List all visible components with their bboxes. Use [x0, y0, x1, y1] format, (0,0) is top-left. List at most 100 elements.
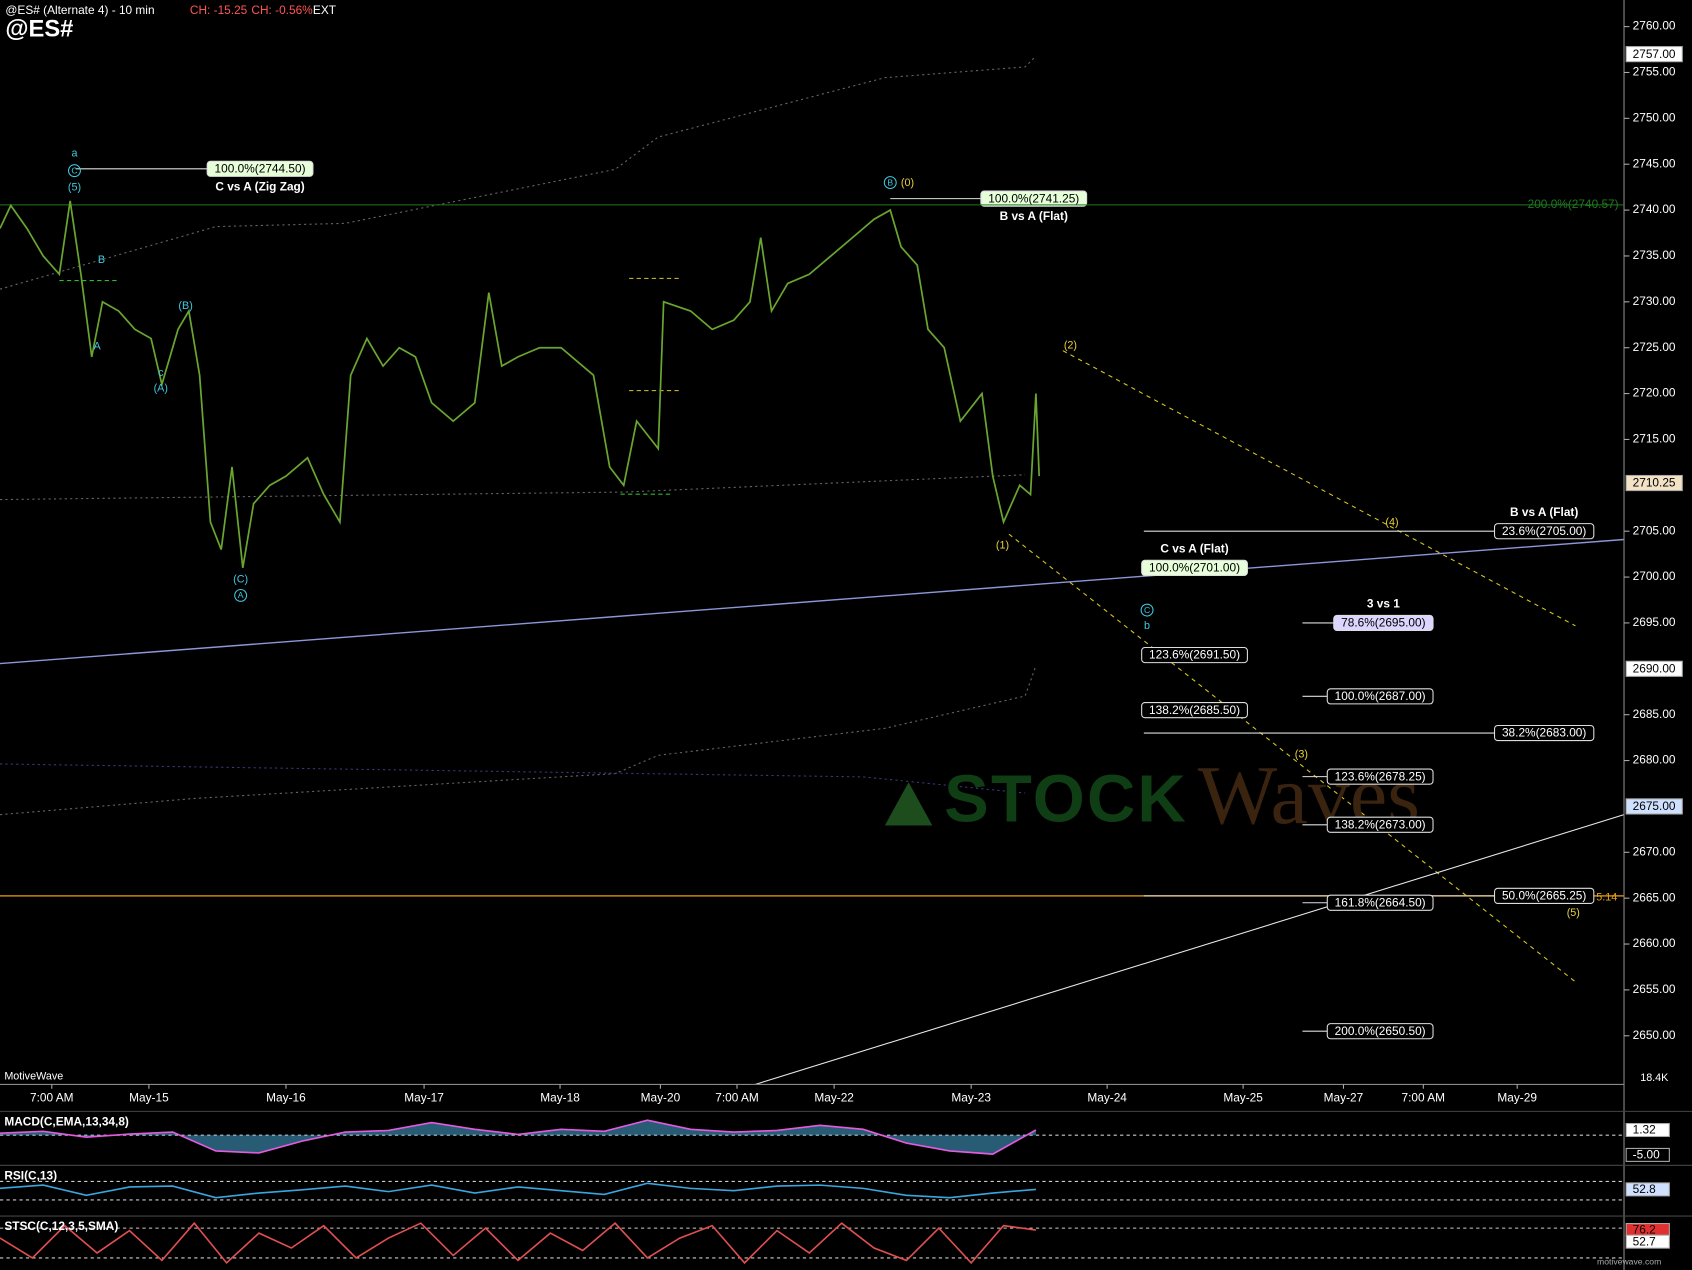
fib-box	[1326, 768, 1434, 785]
y-tick-label: 2720.00	[1633, 386, 1676, 400]
y-tick-label: 2760.00	[1633, 19, 1676, 33]
y-tick-label: 2655.00	[1633, 982, 1676, 996]
panel-label: RSI(C,13)	[4, 1168, 57, 1182]
y-tick-label: 2745.00	[1633, 156, 1676, 170]
y-tick-label: 2695.00	[1633, 615, 1676, 629]
x-tick-label: May-16	[266, 1091, 306, 1105]
fib-label: 138.2%(2685.50)	[1149, 703, 1240, 717]
price-marker-label: 2757.00	[1633, 47, 1676, 61]
fib-box	[1493, 724, 1595, 742]
x-tick-label: 7:00 AM	[715, 1091, 759, 1105]
wave-label: (A)	[154, 382, 168, 394]
panel-label: STSC(C,12,3,5,SMA)	[4, 1219, 118, 1233]
fib-label: 50.0%(2665.25)	[1502, 889, 1586, 903]
panel-line	[0, 1221, 1037, 1265]
fib-label: 38.2%(2683.00)	[1502, 726, 1586, 740]
fib-caption: B vs A (Flat)	[1510, 505, 1578, 519]
wave-label: 5.14	[1596, 892, 1617, 904]
x-tick-label: May-20	[641, 1091, 681, 1105]
fib-box	[980, 190, 1088, 207]
wave-circle	[1140, 603, 1154, 617]
fib-box	[1326, 816, 1434, 833]
price-marker	[1625, 46, 1683, 63]
y-tick-label: 2685.00	[1633, 707, 1676, 721]
wave-label: (1)	[996, 539, 1009, 551]
wave-label: (2)	[1064, 339, 1077, 351]
fib-label: 78.6%(2695.00)	[1341, 616, 1425, 630]
x-tick-label: May-24	[1087, 1091, 1127, 1105]
panel-marker	[1625, 1122, 1670, 1138]
fib-box	[1141, 559, 1248, 576]
panel-marker-label: 1.32	[1633, 1123, 1656, 1137]
trend-line	[755, 814, 1625, 1085]
fib-label: 100.0%(2701.00)	[1149, 561, 1240, 575]
fib-caption: B vs A (Flat)	[1000, 209, 1068, 223]
y-tick-label: 2740.00	[1633, 202, 1676, 216]
y-tick-label: 2750.00	[1633, 110, 1676, 124]
x-tick-label: May-27	[1324, 1091, 1364, 1105]
wave-label: (5)	[1567, 907, 1580, 919]
wave-label: (3)	[1295, 749, 1308, 761]
fib-label: 123.6%(2678.25)	[1335, 769, 1426, 783]
fib-box	[1326, 1023, 1434, 1040]
y-tick-label: 2680.00	[1633, 753, 1676, 767]
fib-label: 100.0%(2744.50)	[215, 161, 306, 175]
change-pct: CH: -0.56%	[251, 3, 313, 17]
y-tick-label: 2715.00	[1633, 432, 1676, 446]
fib-label: 200.0%(2740.57)	[1528, 197, 1619, 211]
fib-label: 100.0%(2687.00)	[1335, 689, 1426, 703]
x-tick-label: 7:00 AM	[1402, 1091, 1446, 1105]
panel-label: MACD(C,EMA,13,34,8)	[4, 1114, 129, 1128]
channel-line	[0, 763, 1026, 794]
x-tick-label: May-15	[129, 1091, 169, 1105]
wave-label: B	[887, 177, 893, 187]
fib-box	[1333, 614, 1434, 632]
fib-label: 123.6%(2691.50)	[1149, 648, 1240, 662]
x-tick-label: May-29	[1497, 1091, 1537, 1105]
wave-label: (C)	[233, 573, 248, 585]
y-tick-label: 2660.00	[1633, 936, 1676, 950]
price-marker	[1625, 474, 1683, 492]
fib-box	[1326, 688, 1434, 705]
panel-marker-label: -5.00	[1633, 1148, 1660, 1162]
wave-label: (5)	[68, 182, 81, 194]
fib-label: 200.0%(2650.50)	[1335, 1024, 1426, 1038]
fib-box	[1326, 894, 1434, 911]
y-tick-label: 2725.00	[1633, 340, 1676, 354]
fib-caption: C vs A (Flat)	[1160, 542, 1228, 556]
price-marker-label: 2690.00	[1633, 661, 1676, 675]
panel-line	[0, 1119, 1037, 1155]
y-tick-label: 2650.00	[1633, 1028, 1676, 1042]
fib-box	[1141, 646, 1248, 664]
channel-line	[0, 55, 1037, 290]
footer: motivewave.com	[1597, 1257, 1661, 1267]
x-tick-label: May-22	[814, 1091, 854, 1105]
fib-caption: 3 vs 1	[1367, 597, 1400, 611]
panel-marker	[1625, 1182, 1670, 1197]
wave-label: C	[71, 165, 77, 175]
wave-label: B	[98, 254, 105, 266]
y-tick-label: 2700.00	[1633, 569, 1676, 583]
wave-label: (0)	[901, 177, 914, 189]
source: MotiveWave	[4, 1071, 63, 1083]
trend-line	[0, 538, 1625, 665]
fib-label: 138.2%(2673.00)	[1335, 817, 1426, 831]
x-tick-label: May-23	[951, 1091, 991, 1105]
wave-label: A	[94, 340, 102, 352]
wave-circle	[234, 588, 248, 602]
wave-label: a	[71, 148, 77, 160]
y-tick-label: 2730.00	[1633, 294, 1676, 308]
change: CH: -15.25	[190, 3, 248, 17]
volume-label: 18.4K	[1640, 1072, 1669, 1084]
panel-marker	[1625, 1234, 1670, 1249]
price-marker	[1625, 660, 1683, 677]
y-tick-label: 2705.00	[1633, 523, 1676, 537]
fib-caption: C vs A (Zig Zag)	[215, 179, 304, 193]
session: EXT	[313, 3, 336, 17]
panel-line	[0, 1182, 1036, 1199]
wave-label: (4)	[1385, 516, 1398, 528]
channel-line	[0, 665, 1037, 816]
fib-box	[1493, 523, 1595, 540]
fib-box	[206, 160, 314, 177]
